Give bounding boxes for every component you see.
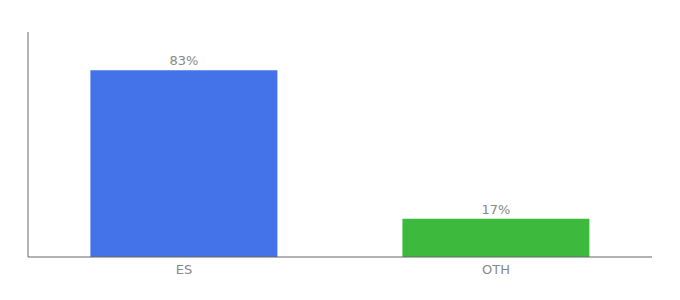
svg-text:83%: 83% <box>169 53 198 68</box>
svg-text:ES: ES <box>176 262 192 277</box>
svg-text:17%: 17% <box>481 202 510 217</box>
svg-text:OTH: OTH <box>482 262 510 277</box>
